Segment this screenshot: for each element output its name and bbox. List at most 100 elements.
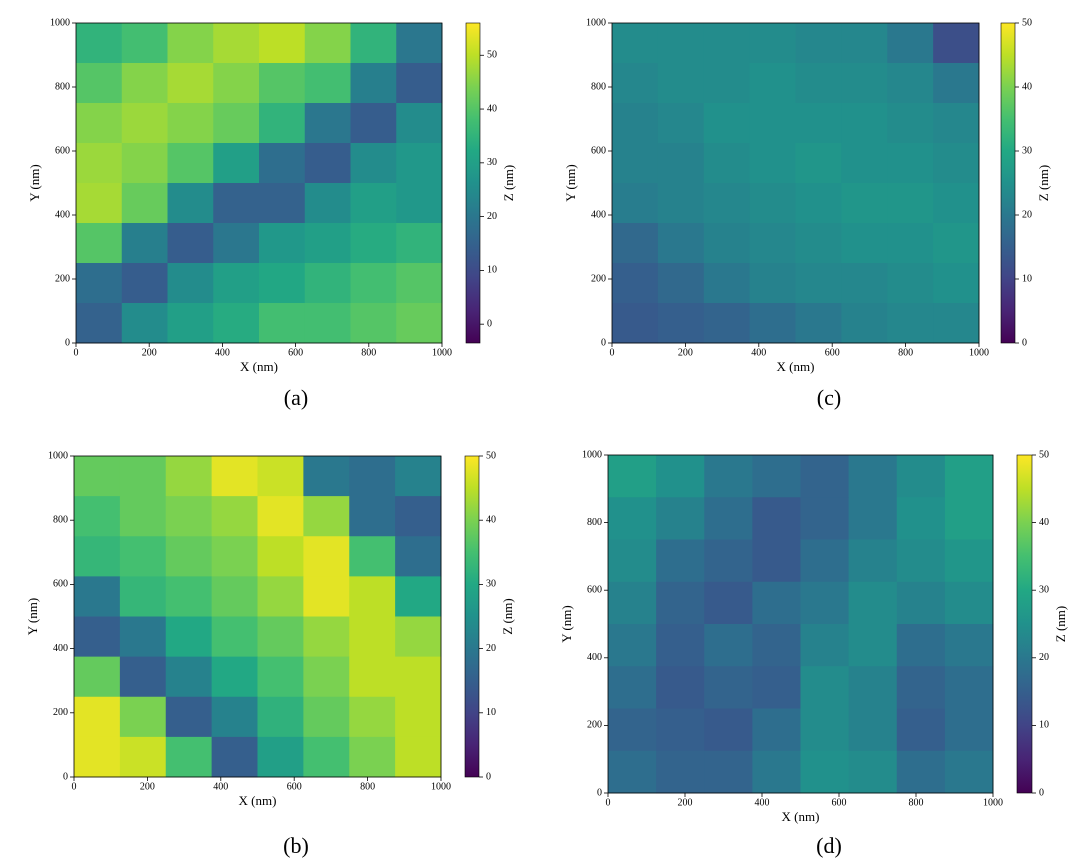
colorbar-label: Z (nm) xyxy=(501,165,516,201)
heatmap-cell xyxy=(76,223,123,264)
heatmap-cell xyxy=(121,263,168,304)
heatmap-cell xyxy=(657,183,705,224)
y-tick-label: 0 xyxy=(601,337,606,348)
heatmap-cell xyxy=(349,656,396,698)
heatmap-cell xyxy=(841,223,888,264)
heatmap-cell xyxy=(749,143,796,184)
heatmap-cell xyxy=(350,63,397,104)
x-tick-label: 400 xyxy=(751,347,766,358)
y-tick-label: 0 xyxy=(597,787,602,798)
heatmap-cell xyxy=(119,496,167,537)
heatmap-cell xyxy=(257,576,304,617)
y-axis-label: Y (nm) xyxy=(563,164,578,201)
plot-frame xyxy=(73,455,442,778)
heatmap-cell xyxy=(165,656,213,698)
heatmap-cell xyxy=(703,263,751,304)
colorbar-tick-label: 50 xyxy=(1022,17,1032,28)
y-tick-label: 1000 xyxy=(50,17,70,28)
heatmap-cell xyxy=(395,616,442,658)
heatmap-cell xyxy=(933,303,980,344)
heatmap-cell xyxy=(165,736,213,778)
heatmap-cell xyxy=(887,143,934,184)
x-tick-label: 1000 xyxy=(432,347,452,358)
x-tick-label: 1000 xyxy=(969,347,989,358)
heatmap-cell xyxy=(303,536,350,577)
heatmap-cell xyxy=(848,666,898,709)
y-tick-label: 400 xyxy=(591,209,606,220)
heatmap-cell xyxy=(749,23,796,64)
heatmap-cell xyxy=(259,223,306,264)
y-tick-label: 800 xyxy=(587,517,602,528)
heatmap-cell xyxy=(121,143,168,184)
heatmap-cell xyxy=(656,624,705,667)
heatmap-cell xyxy=(349,696,396,738)
heatmap-cell xyxy=(703,303,751,344)
heatmap-cell xyxy=(800,750,850,794)
heatmap-cell xyxy=(795,303,842,344)
heatmap-cell xyxy=(74,456,121,497)
heatmap-cell xyxy=(848,581,898,625)
heatmap-cell xyxy=(211,496,258,537)
heatmap-cell xyxy=(795,223,842,264)
heatmap-cell xyxy=(257,536,304,577)
heatmap-cell xyxy=(608,666,657,709)
heatmap-cell xyxy=(841,23,888,64)
y-axis-label: Y (nm) xyxy=(27,164,42,201)
heatmap-cell xyxy=(896,750,946,794)
heatmap-cell xyxy=(395,696,442,738)
panel-caption: (a) xyxy=(284,385,308,410)
heatmap-cell xyxy=(119,656,167,698)
heatmap-cell xyxy=(933,263,980,304)
colorbar-tick-label: 40 xyxy=(1022,81,1032,92)
heatmap-cell xyxy=(896,624,946,667)
heatmap-cell xyxy=(304,103,351,144)
colorbar-tick-label: 30 xyxy=(1039,584,1049,595)
y-tick-label: 200 xyxy=(587,720,602,731)
heatmap-cell xyxy=(304,223,351,264)
heatmap-cell xyxy=(848,455,898,498)
heatmap-cell xyxy=(848,708,898,752)
heatmap-cell xyxy=(841,63,888,104)
heatmap-cell xyxy=(259,263,306,304)
heatmap-cell xyxy=(213,63,260,104)
x-tick-label: 200 xyxy=(678,797,693,808)
heatmap-cell xyxy=(213,263,260,304)
heatmap-cell xyxy=(119,456,167,497)
y-tick-label: 800 xyxy=(55,81,70,92)
heatmap-cell xyxy=(304,263,351,304)
heatmap-cell xyxy=(119,736,167,778)
colorbar-tick-label: 0 xyxy=(1022,337,1027,348)
heatmap-cell xyxy=(349,616,396,658)
x-tick-label: 400 xyxy=(215,347,230,358)
x-tick-label: 0 xyxy=(74,347,79,358)
heatmap-cell xyxy=(841,303,888,344)
heatmap-cell xyxy=(165,536,213,577)
heatmap-cell xyxy=(165,456,213,497)
heatmap-cell xyxy=(608,581,657,625)
colorbar-tick-label: 0 xyxy=(486,771,491,782)
colorbar-label: Z (nm) xyxy=(1036,165,1051,201)
heatmap-cell xyxy=(608,539,657,583)
heatmap-cell xyxy=(257,736,304,778)
heatmap-cell xyxy=(657,303,705,344)
heatmap-cell xyxy=(257,616,304,658)
y-tick-label: 1000 xyxy=(586,17,606,28)
heatmap-cell xyxy=(749,103,796,144)
heatmap-cell xyxy=(704,750,753,794)
colorbar-label: Z (nm) xyxy=(1053,606,1068,642)
heatmap-cell xyxy=(608,624,657,667)
heatmap-cell xyxy=(76,303,123,344)
heatmap-cell xyxy=(800,624,850,667)
panel-caption: (d) xyxy=(816,833,842,858)
heatmap-cell xyxy=(74,616,121,658)
heatmap-cell xyxy=(752,539,801,583)
heatmap-cell xyxy=(896,581,946,625)
heatmap-cell xyxy=(74,736,121,778)
heatmap-cell xyxy=(396,183,443,224)
x-tick-label: 800 xyxy=(361,347,376,358)
heatmap-cell xyxy=(752,455,801,498)
heatmap-cell xyxy=(213,223,260,264)
heatmap-cell xyxy=(121,303,168,344)
heatmap-cell xyxy=(656,666,705,709)
